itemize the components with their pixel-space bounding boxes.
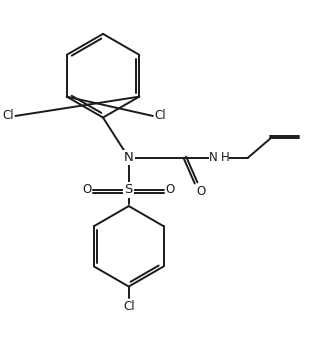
Text: Cl: Cl [2,110,14,122]
Text: O: O [196,185,206,198]
Text: S: S [125,184,133,197]
Text: H: H [220,151,229,164]
Text: N: N [124,151,134,164]
Text: Cl: Cl [123,300,135,313]
Text: Cl: Cl [155,110,166,122]
Text: O: O [83,184,92,197]
Text: N: N [209,151,218,164]
Text: O: O [166,184,175,197]
